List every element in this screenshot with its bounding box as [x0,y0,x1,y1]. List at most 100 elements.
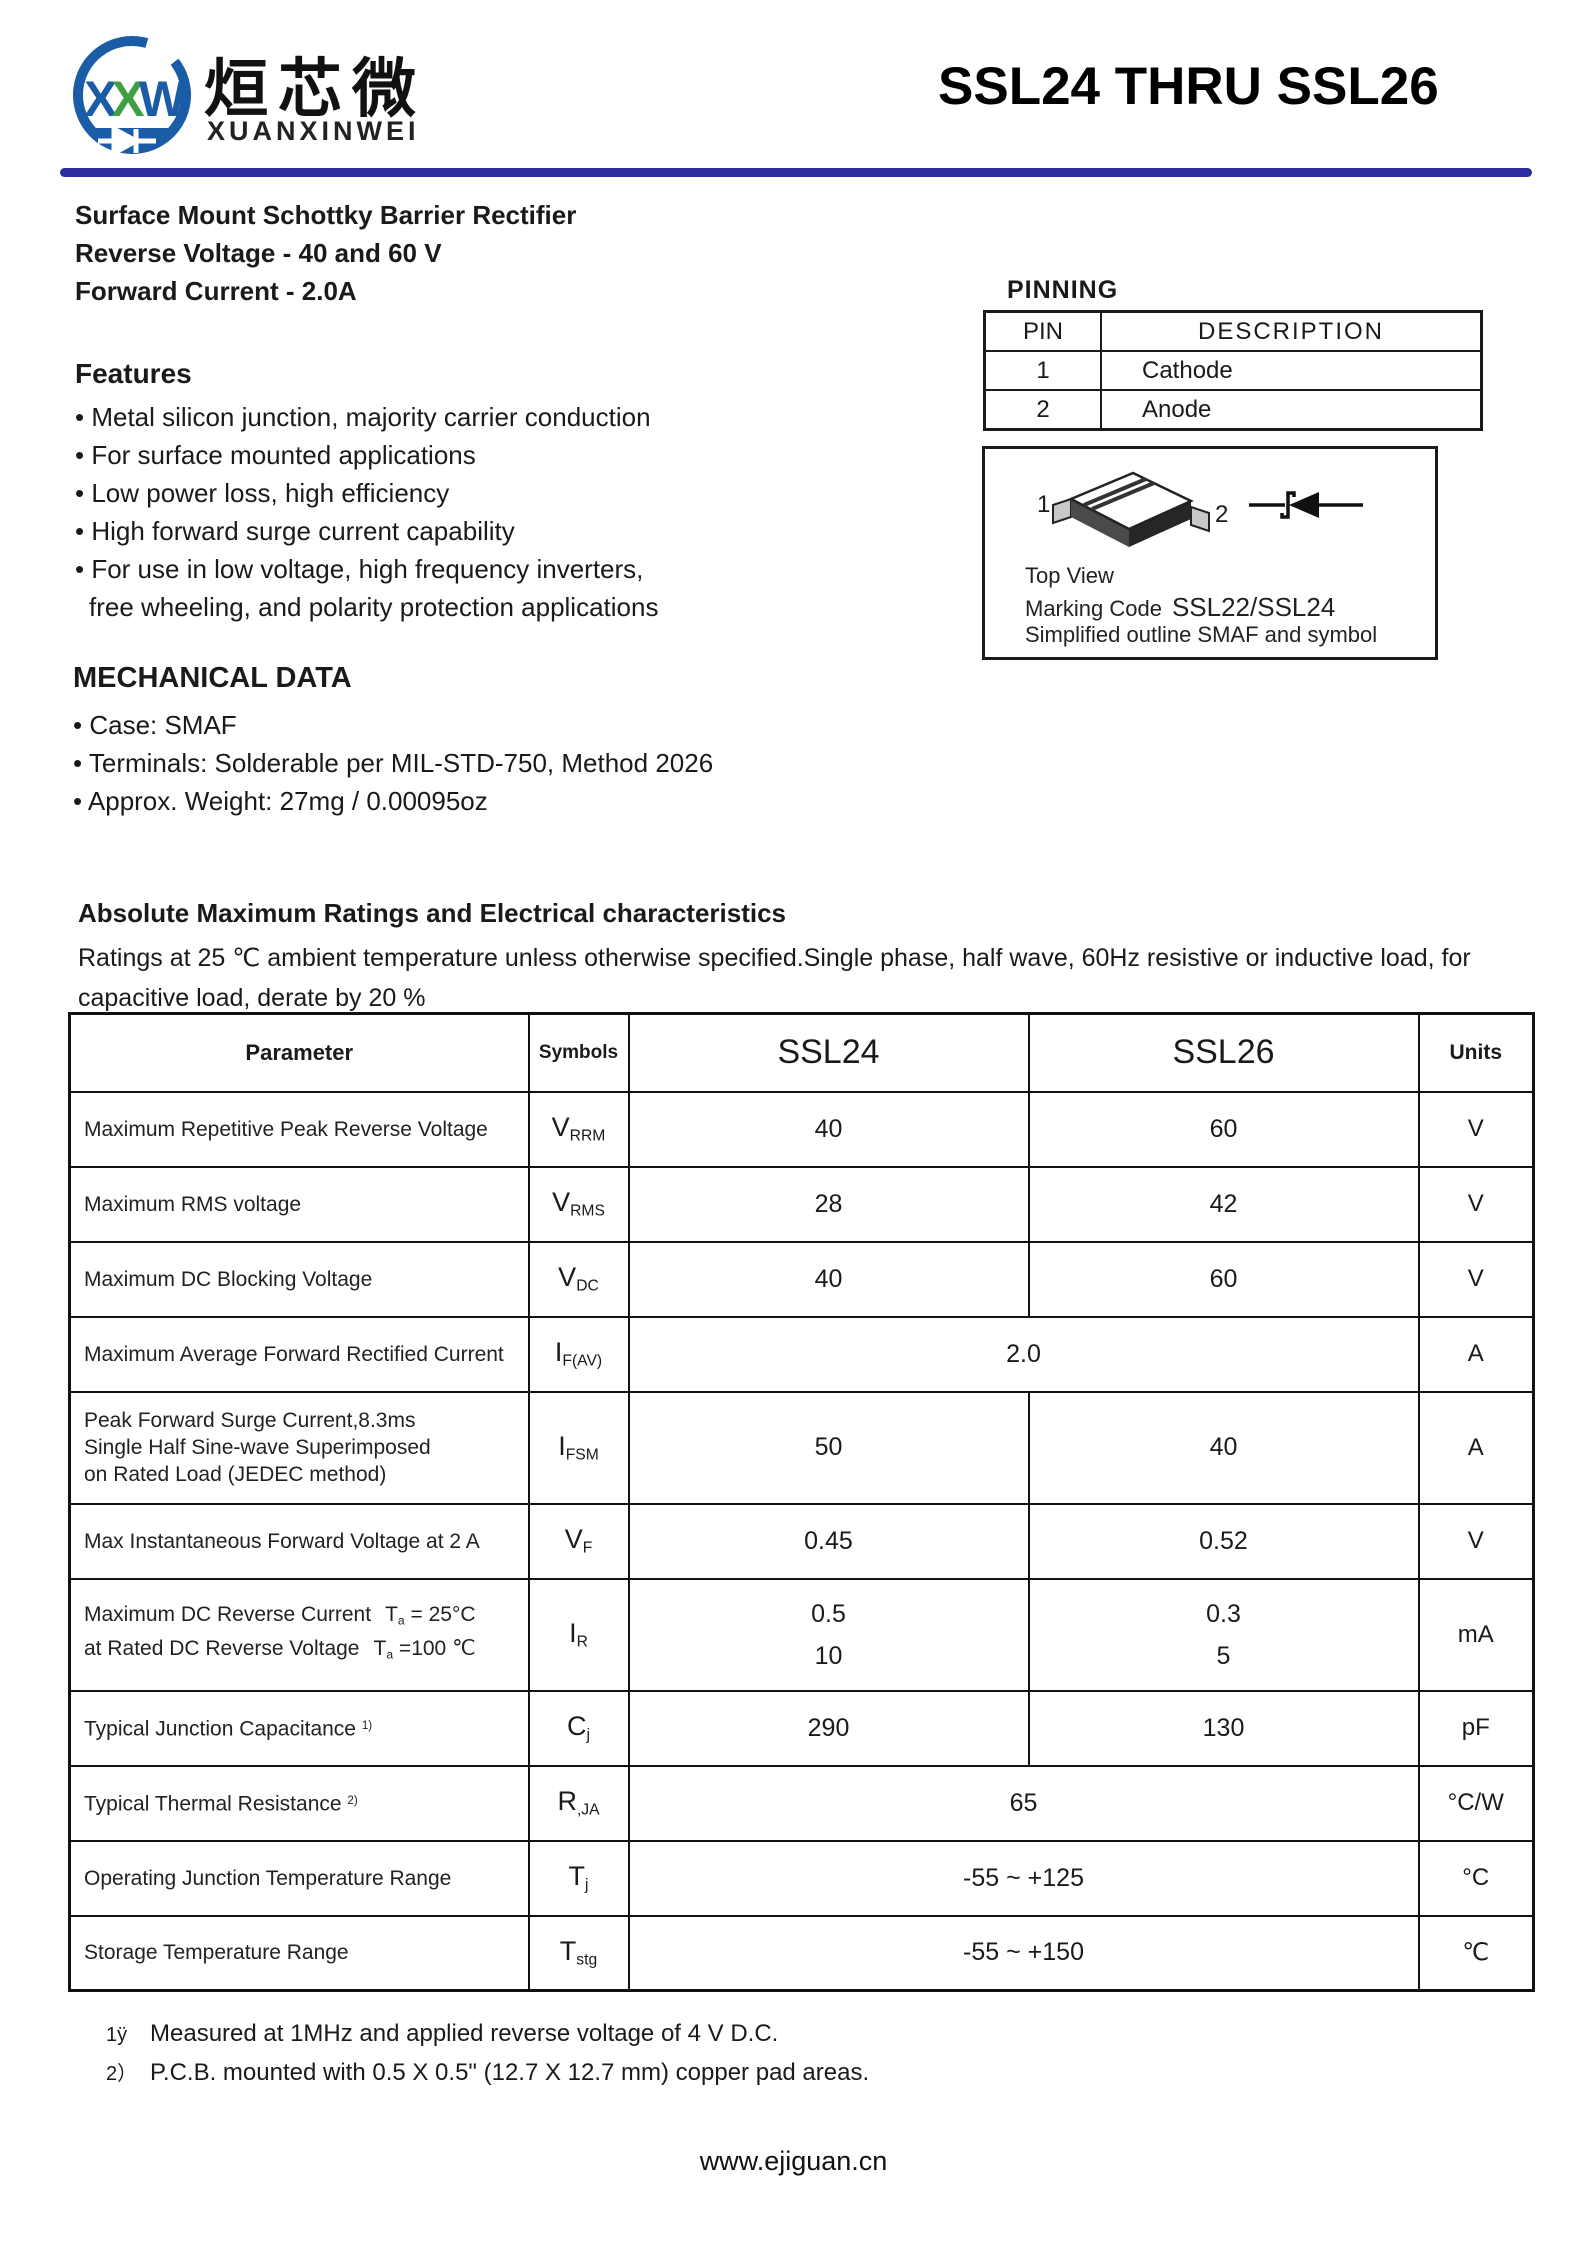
ssl26-value: 60 [1027,1090,1420,1168]
mechanical-list: • Case: SMAF • Terminals: Solderable per… [73,706,713,820]
marking-code-label: Marking Code [1025,596,1162,621]
summary-line: Forward Current - 2.0A [75,276,357,306]
ssl24-value: 290 [627,1689,1030,1767]
col-header-ssl24: SSL24 [627,1012,1030,1093]
table-row: Maximum DC Blocking Voltage VDC 40 60 V [68,1240,1535,1318]
symbol-cell: VRRM [527,1090,630,1168]
feature-item: • For use in low voltage, high frequency… [75,554,644,584]
col-header-parameter: Parameter [68,1012,530,1093]
spec-table-header: Parameter Symbols SSL24 SSL26 Units [68,1012,1535,1093]
shared-value: -55 ~ +150 [627,1914,1420,1992]
ssl26-value: 130 [1027,1689,1420,1767]
parameter-cell: Typical Thermal Resistance 2) [68,1764,530,1842]
table-row: Maximum RMS voltage VRMS 28 42 V [68,1165,1535,1243]
schottky-diode-icon [1249,491,1363,519]
summary-line: Surface Mount Schottky Barrier Rectifier [75,200,577,230]
desc-col-header: DESCRIPTION [1100,310,1483,352]
pinning-heading: PINNING [1007,276,1119,304]
symbol-cell: R,JA [527,1764,630,1842]
outline-caption: Simplified outline SMAF and symbol [1025,622,1378,647]
pin-description: Cathode [1100,350,1483,391]
page-title: SSL24 THRU SSL26 [938,57,1439,116]
symbol-cell: Cj [527,1689,630,1767]
ssl24-value: 0.45 [627,1502,1030,1580]
pin-number: 2 [983,389,1102,431]
pin-table-header: PIN DESCRIPTION [983,310,1483,352]
symbol-cell: Tstg [527,1914,630,1992]
ssl26-value: 40 [1027,1390,1420,1505]
unit-cell: V [1417,1165,1535,1243]
feature-item: • High forward surge current capability [75,516,515,546]
top-view-label: Top View [1025,563,1114,588]
table-row: Maximum DC Reverse Current Ta = 25°C at R… [68,1577,1535,1692]
mechanical-item: • Terminals: Solderable per MIL-STD-750,… [73,748,714,778]
footnotes: 1ÿ Measured at 1MHz and applied reverse v… [106,2015,869,2093]
summary-line: Reverse Voltage - 40 and 60 V [75,238,442,268]
ssl26-value: 60 [1027,1240,1420,1318]
pin-col-header: PIN [983,310,1102,352]
parameter-cell: Operating Junction Temperature Range [68,1839,530,1917]
symbol-cell: IR [527,1577,630,1692]
parameter-cell: Peak Forward Surge Current,8.3ms Single … [68,1390,530,1505]
ssl24-value: 28 [627,1165,1030,1243]
parameter-cell: Maximum DC Reverse Current Ta = 25°C at R… [68,1577,530,1692]
feature-item: • Metal silicon junction, majority carri… [75,402,651,432]
ssl26-value: 0.52 [1027,1502,1420,1580]
package-drawing [1052,471,1210,547]
ratings-heading: Absolute Maximum Ratings and Electrical … [78,898,787,928]
parameter-cell: Max Instantaneous Forward Voltage at 2 A [68,1502,530,1580]
table-row: Maximum Repetitive Peak Reverse Voltage … [68,1090,1535,1168]
feature-item: • For surface mounted applications [75,440,476,470]
pin-table: PIN DESCRIPTION 1 Cathode 2 Anode [983,310,1483,431]
col-header-units: Units [1417,1012,1535,1093]
unit-cell: V [1417,1502,1535,1580]
ssl24-value: 0.5 10 [627,1577,1030,1692]
marking-code-line: Marking Code SSL22/SSL24 [1025,592,1335,623]
pin1-label: 1 [1037,491,1051,518]
pin2-label: 2 [1215,501,1229,528]
pin-description: Anode [1100,389,1483,431]
unit-cell: V [1417,1240,1535,1318]
unit-cell: ℃ [1417,1914,1535,1992]
ssl24-value: 40 [627,1240,1030,1318]
symbol-cell: Tj [527,1839,630,1917]
footer-url[interactable]: www.ejiguan.cn [699,2146,888,2176]
ssl24-value: 40 [627,1090,1030,1168]
table-row: Maximum Average Forward Rectified Curren… [68,1315,1535,1393]
parameter-cell: Maximum DC Blocking Voltage [68,1240,530,1318]
unit-cell: °C [1417,1839,1535,1917]
parameter-cell: Maximum Repetitive Peak Reverse Voltage [68,1090,530,1168]
col-header-ssl26: SSL26 [1027,1012,1420,1093]
symbol-cell: VF [527,1502,630,1580]
shared-value: 65 [627,1764,1420,1842]
ssl26-value: 42 [1027,1165,1420,1243]
footnote-2: 2） P.C.B. mounted with 0.5 X 0.5" (12.7 X… [106,2059,870,2086]
ssl24-value: 50 [627,1390,1030,1505]
feature-item-wrap: free wheeling, and polarity protection a… [89,592,659,622]
table-row: Typical Thermal Resistance 2) R,JA 65 °C… [68,1764,1535,1842]
product-summary: Surface Mount Schottky Barrier Rectifier… [75,196,576,310]
package-outline-box: 1 2 Top View Marking Code SSL22/SSL24 Sim… [982,446,1438,660]
symbol-cell: IF(AV) [527,1315,630,1393]
table-row: Typical Junction Capacitance 1) Cj 290 1… [68,1689,1535,1767]
pin-number: 1 [983,350,1102,391]
ratings-note: Ratings at 25 ℃ ambient temperature unle… [78,944,1471,1012]
parameter-cell: Maximum RMS voltage [68,1165,530,1243]
table-row: Peak Forward Surge Current,8.3ms Single … [68,1390,1535,1505]
table-row: 1 Cathode [983,350,1483,391]
shared-value: 2.0 [627,1315,1420,1393]
features-heading: Features [75,358,192,389]
feature-item: • Low power loss, high efficiency [75,478,450,508]
shared-value: -55 ~ +125 [627,1839,1420,1917]
ssl26-value: 0.3 5 [1027,1577,1420,1692]
mechanical-item: • Case: SMAF [73,710,237,740]
unit-cell: pF [1417,1689,1535,1767]
symbol-cell: VDC [527,1240,630,1318]
table-row: Max Instantaneous Forward Voltage at 2 A… [68,1502,1535,1580]
parameter-cell: Storage Temperature Range [68,1914,530,1992]
header-rule [60,168,1532,177]
mechanical-item: • Approx. Weight: 27mg / 0.00095oz [73,786,488,816]
col-header-symbols: Symbols [527,1012,630,1093]
symbol-cell: VRMS [527,1165,630,1243]
